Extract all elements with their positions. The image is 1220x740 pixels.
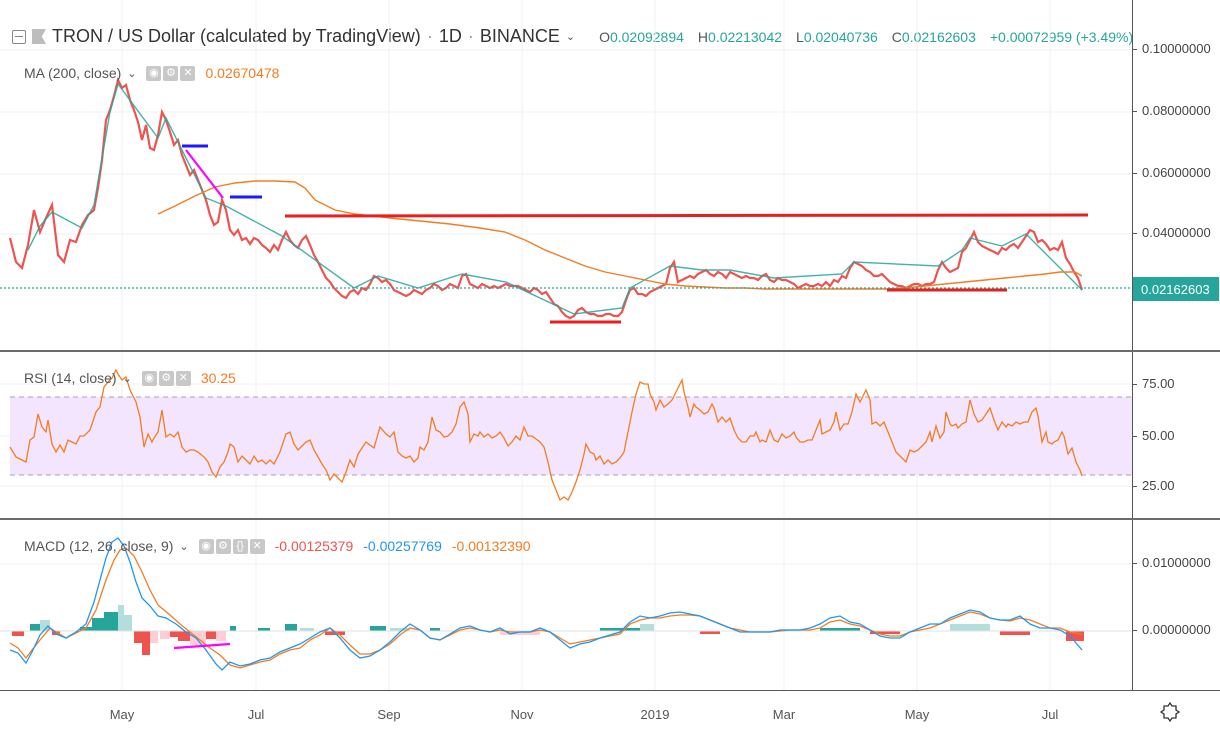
macd-tick: 0.01000000 <box>1132 555 1211 570</box>
price-tick: 0.10000000 <box>1132 41 1211 56</box>
chevron-down-icon[interactable]: ⌄ <box>179 540 189 553</box>
macd-legend: MACD (12, 26, close, 9) ⌄ ◉ ⚙ {} ✕ -0.00… <box>24 538 531 554</box>
price-tick: 0.06000000 <box>1132 165 1211 180</box>
last-price-tag: 0.02162603 <box>1133 277 1219 301</box>
close-label: C <box>891 28 902 45</box>
close-icon[interactable]: ✕ <box>180 65 196 81</box>
macd-axis[interactable] <box>1132 520 1220 690</box>
price-series-down <box>8 76 1084 320</box>
exchange[interactable]: BINANCE <box>479 26 560 46</box>
high-value: 0.02213042 <box>708 28 783 45</box>
change-value: +0.00072959 (+3.49%) <box>989 28 1134 45</box>
chevron-down-icon[interactable]: ⌄ <box>122 372 132 385</box>
separator: · <box>426 26 433 46</box>
macd-value: -0.00257769 <box>363 538 442 554</box>
rsi-legend: RSI (14, close) ⌄ ◉ ⚙ ✕ 30.25 <box>24 370 236 386</box>
gear-icon[interactable]: ⚙ <box>163 65 179 81</box>
eye-icon[interactable]: ◉ <box>141 370 157 386</box>
macd-signal-value: -0.00132390 <box>451 538 531 554</box>
close-value: 0.02162603 <box>901 28 976 45</box>
interval[interactable]: 1D <box>438 26 462 46</box>
rsi-line <box>9 368 1083 502</box>
price-series-up <box>27 82 1083 315</box>
ma-value: 0.02670478 <box>205 65 280 81</box>
gear-icon[interactable]: ⚙ <box>215 538 231 554</box>
chart-settings-button[interactable] <box>1160 702 1180 722</box>
close-icon[interactable]: ✕ <box>175 370 191 386</box>
rsi-tick: 25.00 <box>1132 478 1175 493</box>
time-label: 2019 <box>640 707 670 722</box>
chevron-down-icon[interactable]: ⌄ <box>127 67 137 80</box>
time-label: Jul <box>1041 707 1059 722</box>
macd-line <box>9 537 1083 671</box>
collapse-legend-icon[interactable] <box>12 29 26 44</box>
separator: · <box>467 26 474 46</box>
time-label: May <box>109 707 135 722</box>
high-label: H <box>697 28 709 45</box>
pane-separator[interactable] <box>0 518 1220 520</box>
ohlc-values: O0.02092894 H0.02213042 L0.02040736 C0.0… <box>599 29 1133 45</box>
chart-header: TRON / US Dollar (calculated by TradingV… <box>12 26 1133 47</box>
time-label: Mar <box>772 707 796 722</box>
rsi-chart-svg <box>0 352 1132 518</box>
ma-legend: MA (200, close) ⌄ ◉ ⚙ ✕ 0.02670478 <box>24 65 279 81</box>
rsi-band <box>10 397 1132 475</box>
price-chart-svg <box>0 0 1132 350</box>
close-icon[interactable]: ✕ <box>249 538 265 554</box>
magenta-macd-trendline <box>173 642 231 650</box>
magenta-trendline <box>185 149 224 199</box>
time-axis[interactable] <box>0 691 1132 740</box>
open-label: O <box>599 28 610 45</box>
macd-label[interactable]: MACD (12, 26, close, 9) <box>24 538 174 554</box>
symbol-flag-icon <box>32 29 46 44</box>
price-tick: 0.04000000 <box>1132 225 1211 240</box>
macd-signal-line <box>9 547 1083 669</box>
gear-icon[interactable]: ⚙ <box>158 370 174 386</box>
eye-icon[interactable]: ◉ <box>198 538 214 554</box>
macd-histogram <box>12 605 1084 655</box>
time-label: Jul <box>247 707 265 722</box>
price-pane[interactable]: MA (200, close) ⌄ ◉ ⚙ ✕ 0.02670478 <box>0 0 1132 350</box>
grid-lines <box>0 0 1132 350</box>
chevron-down-icon[interactable]: ⌄ <box>565 31 576 43</box>
time-label: Sep <box>377 707 401 722</box>
source-code-icon[interactable]: {} <box>232 538 248 554</box>
rsi-label[interactable]: RSI (14, close) <box>24 370 117 386</box>
settings-gear-icon <box>1160 702 1180 722</box>
price-tick: 0.08000000 <box>1132 103 1211 118</box>
rsi-axis[interactable] <box>1132 352 1220 518</box>
time-label: Nov <box>510 707 534 722</box>
rsi-value: 30.25 <box>200 370 236 386</box>
ma-200-line <box>157 180 1083 290</box>
macd-chart-svg <box>0 520 1132 690</box>
time-label: May <box>904 707 930 722</box>
ma-label[interactable]: MA (200, close) <box>24 65 122 81</box>
macd-pane[interactable]: MACD (12, 26, close, 9) ⌄ ◉ ⚙ {} ✕ -0.00… <box>0 520 1132 690</box>
rsi-tick: 75.00 <box>1132 376 1175 391</box>
pane-separator[interactable] <box>0 350 1220 352</box>
low-label: L <box>796 28 804 45</box>
rsi-pane[interactable]: RSI (14, close) ⌄ ◉ ⚙ ✕ 30.25 <box>0 352 1132 518</box>
macd-hist-value: -0.00125379 <box>274 538 354 554</box>
macd-tick: 0.00000000 <box>1132 622 1211 637</box>
price-axis[interactable] <box>1132 0 1220 350</box>
low-value: 0.02040736 <box>803 28 878 45</box>
time-axis-separator <box>0 690 1220 691</box>
symbol-title[interactable]: TRON / US Dollar (calculated by TradingV… <box>52 26 421 46</box>
open-value: 0.02092894 <box>609 28 684 45</box>
eye-icon[interactable]: ◉ <box>146 65 162 81</box>
rsi-tick: 50.00 <box>1132 428 1175 443</box>
resistance-line <box>284 213 1089 218</box>
